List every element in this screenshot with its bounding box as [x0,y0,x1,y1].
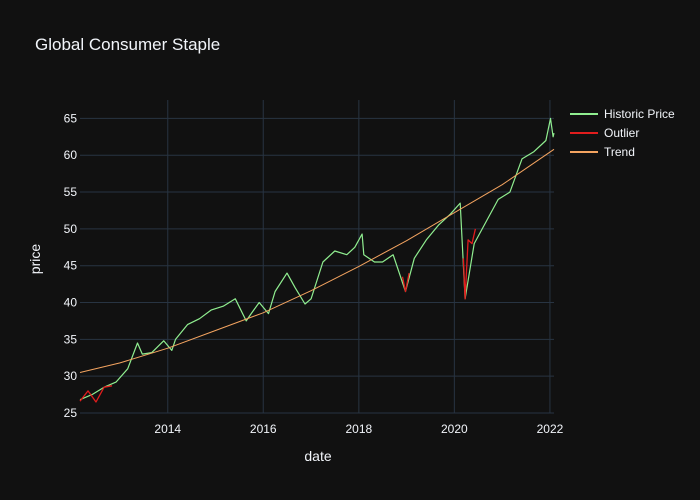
y-axis-ticks: 25 30 35 40 45 50 55 60 65 [64,111,78,420]
x-tick-label: 2016 [250,422,277,436]
chart-title: Global Consumer Staple [35,35,220,54]
series-historic-price [79,117,555,401]
legend-item[interactable]: Historic Price [570,107,675,121]
y-tick-label: 60 [64,148,78,162]
grid [80,100,554,414]
plot-background [80,100,554,413]
y-tick-label: 35 [64,332,78,346]
legend: Historic Price Outlier Trend [570,107,675,159]
legend-label: Historic Price [604,107,675,121]
x-tick-label: 2014 [154,422,181,436]
legend-item[interactable]: Trend [570,145,635,159]
y-axis-title: price [27,244,43,275]
y-tick-label: 65 [64,111,78,125]
y-tick-label: 40 [64,296,78,310]
x-tick-label: 2022 [537,422,564,436]
plot-area[interactable] [80,100,554,413]
legend-item[interactable]: Outlier [570,126,639,140]
x-axis-ticks: 2014 2016 2018 2020 2022 [154,422,563,436]
series-outlier-segment [79,385,113,403]
series-outlier-segment [401,272,410,293]
y-tick-label: 50 [64,222,78,236]
y-tick-label: 25 [64,406,78,420]
y-tick-label: 45 [64,259,78,273]
series-trend [79,148,555,373]
x-axis-title: date [304,448,331,464]
legend-label: Outlier [604,126,639,140]
series-layer [79,117,555,403]
x-tick-label: 2020 [441,422,468,436]
series-outlier-segment [462,228,477,300]
legend-label: Trend [604,145,635,159]
y-tick-label: 30 [64,369,78,383]
y-tick-label: 55 [64,185,78,199]
x-tick-label: 2018 [346,422,373,436]
